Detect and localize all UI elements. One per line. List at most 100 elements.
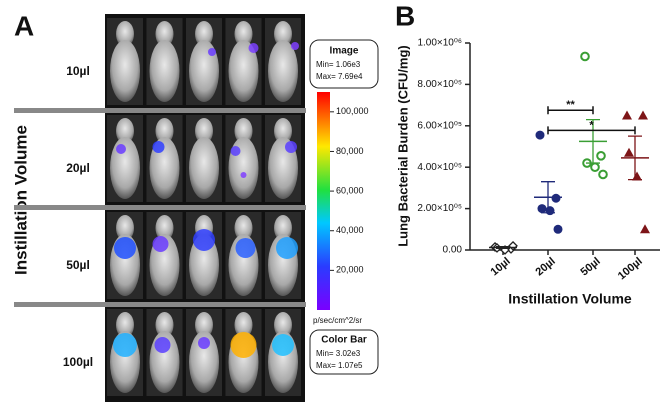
y-axis-label: Lung Bacterial Burden (CFU/mg) [395, 45, 410, 247]
mouse-head [274, 21, 292, 47]
box-min: Min= 1.06e3 [316, 60, 361, 69]
signal [154, 337, 171, 353]
data-point [640, 224, 650, 234]
signal [230, 146, 241, 156]
significance-label: * [589, 119, 594, 131]
row-label: 10µl [66, 64, 90, 78]
x-tick-label: 20µl [534, 255, 558, 278]
mouse-body [189, 137, 219, 199]
data-point [596, 151, 606, 161]
box-max: Max= 7.69e4 [316, 72, 363, 81]
signal [193, 229, 215, 251]
colorbar-tick-label: 20,000 [336, 265, 364, 275]
box-title: Image [330, 46, 359, 57]
colorbar-tick-label: 100,000 [336, 106, 369, 116]
signal [152, 141, 165, 153]
mouse-head [274, 215, 292, 241]
signal [152, 236, 169, 252]
signal [230, 332, 257, 358]
data-point [545, 206, 555, 216]
data-point [551, 193, 561, 203]
data-point [553, 224, 563, 234]
mouse-head [155, 118, 174, 144]
row-label: 20µl [66, 161, 90, 175]
mouse-head [155, 215, 174, 241]
row-label: 50µl [66, 258, 90, 272]
panel-label: A [14, 10, 34, 41]
y-tick-label: 0.00 [443, 245, 463, 256]
signal [248, 43, 259, 53]
y-tick-label: 2.00×10⁰⁵ [417, 203, 462, 214]
signal [272, 334, 294, 356]
y-tick-label: 6.00×10⁰⁵ [417, 120, 462, 131]
mouse-head [116, 118, 134, 144]
error-bar [496, 246, 510, 249]
data-point [598, 169, 608, 180]
mouse-head [195, 21, 213, 47]
colorbar-tick-label: 60,000 [336, 185, 364, 195]
color-bar-box [309, 329, 379, 375]
separator [14, 205, 306, 210]
signal [113, 333, 137, 357]
mouse-head [116, 215, 134, 241]
mouse-head [116, 21, 134, 47]
image-box [309, 39, 379, 89]
y-tick-label: 8.00×10⁰⁵ [417, 79, 462, 90]
data-point [580, 51, 590, 62]
box-title: Color Bar [321, 335, 367, 346]
separator [14, 302, 306, 307]
data-point [638, 110, 648, 120]
signal [285, 141, 297, 153]
mouse-head [234, 21, 253, 47]
error-bar [586, 118, 600, 164]
signal [198, 337, 210, 349]
row-label: 100µl [63, 355, 93, 369]
signal [276, 237, 298, 259]
x-axis-label: Instillation Volume [508, 291, 632, 307]
colorbar-unit: p/sec/cm^2/sr [313, 316, 362, 325]
box-max: Max= 1.07e5 [316, 361, 363, 370]
mouse-head [155, 21, 174, 47]
mouse-body [149, 40, 180, 102]
data-point [535, 130, 545, 140]
data-point [622, 110, 632, 120]
signal [114, 237, 136, 259]
mouse-body [189, 331, 219, 393]
signal [116, 144, 126, 154]
x-tick-label: 10µl [489, 255, 513, 278]
mouse-body [228, 137, 259, 199]
mouse-head [195, 118, 213, 144]
signal [240, 172, 247, 178]
mouse-head [116, 312, 134, 338]
mouse-head [234, 118, 253, 144]
significance-label: ** [566, 99, 575, 111]
data-point [537, 204, 547, 214]
panel-label: B [395, 0, 415, 31]
mouse-body [268, 40, 298, 102]
significance-bracket [547, 106, 594, 115]
signal [291, 42, 299, 50]
mouse-head [195, 312, 213, 338]
signal [208, 48, 216, 56]
mouse-head [274, 312, 292, 338]
signal [235, 238, 256, 258]
error-bar [541, 181, 555, 214]
colorbar [317, 92, 330, 310]
significance-bracket [547, 126, 636, 135]
x-tick-label: 100µl [616, 255, 645, 282]
mouse-body [110, 40, 140, 102]
colorbar-tick-label: 80,000 [336, 146, 364, 156]
mouse-body [228, 40, 259, 102]
mouse-body [189, 234, 219, 296]
mouse-head [234, 215, 253, 241]
mouse-head [234, 312, 253, 338]
mice [107, 18, 301, 396]
error-bar [628, 135, 642, 181]
y-tick-label: 4.00×10⁰⁵ [417, 162, 462, 173]
colorbar-tick-label: 40,000 [336, 225, 364, 235]
y-tick-label: 1.00×10⁰⁶ [417, 38, 462, 49]
axis-label: Instillation Volume [11, 125, 30, 275]
mouse-head [274, 118, 292, 144]
separator [14, 108, 306, 113]
